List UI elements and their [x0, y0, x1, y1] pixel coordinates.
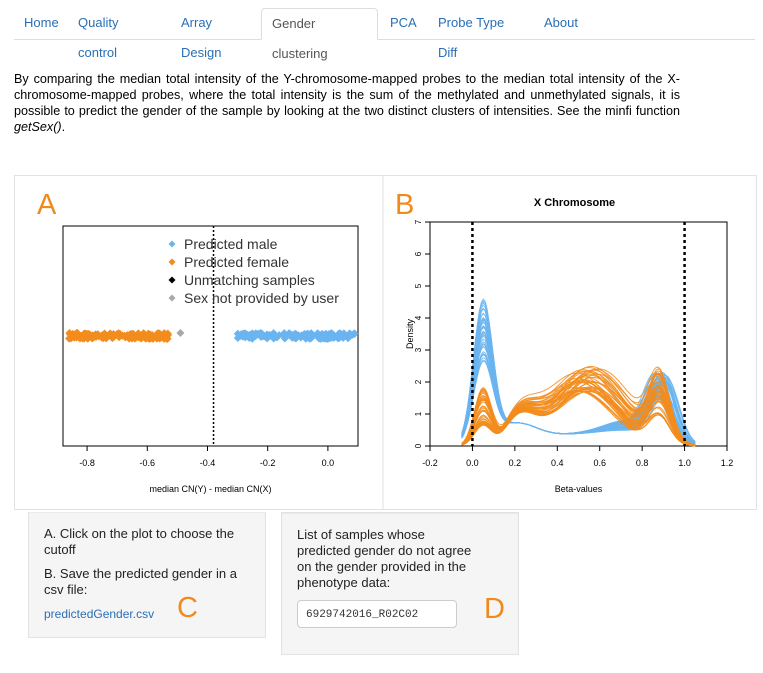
- tab-probe-type-diff[interactable]: Probe Type Diff: [438, 15, 505, 60]
- function-name: getSex(): [14, 120, 62, 134]
- tab-pca[interactable]: PCA: [390, 15, 417, 30]
- density-curve-female: [461, 369, 696, 447]
- nav-tabs: Home Quality control Array Design Gender…: [14, 8, 755, 61]
- plot-frame-a: [62, 225, 359, 447]
- data-point-a: [159, 333, 168, 342]
- data-point-a: [286, 331, 295, 340]
- data-point-a: [243, 330, 252, 339]
- plots-container: A -0.8 -0.6 -0.4 -0.2 0.0 median CN(Y) - medi…: [14, 175, 757, 510]
- density-curve-female: [461, 373, 696, 446]
- density-curve-female: [461, 390, 696, 447]
- plots-svg: A -0.8 -0.6 -0.4 -0.2 0.0 median CN(Y) - medi…: [37, 176, 733, 509]
- data-point-a: [72, 333, 81, 342]
- y-tick-label-b: 4: [414, 315, 423, 320]
- x-axis-label-a: median CN(Y) - median CN(X): [149, 484, 271, 494]
- data-point-a: [325, 334, 334, 343]
- data-point-a: [108, 331, 117, 340]
- data-point-a: [236, 332, 245, 340]
- tab-quality-control[interactable]: Quality control: [78, 15, 119, 60]
- legend-entry-a: Predicted male: [184, 236, 278, 252]
- data-point-a: [269, 329, 278, 338]
- data-point-a: [176, 329, 185, 337]
- data-point-a: [305, 331, 314, 340]
- data-point-a: [128, 333, 137, 342]
- x-tick-label-b: 0.2: [509, 458, 522, 468]
- data-point-a: [144, 329, 153, 338]
- tab-array-design[interactable]: Array Design: [181, 15, 222, 60]
- legend-marker-a: [168, 294, 176, 302]
- x-tick-label-b: 1.0: [678, 458, 691, 468]
- unmatching-sample-select[interactable]: 6929742016_R02C02: [297, 600, 457, 628]
- x-tick-label-a: -0.8: [79, 458, 95, 468]
- unmatching-text: List of samples whose predicted gender d…: [297, 527, 472, 590]
- panel-label-c: C: [177, 592, 198, 624]
- step-a-text: A. Click on the plot to choose the cutof…: [44, 526, 235, 557]
- density-curve-female: [461, 376, 696, 446]
- intro-end: .: [61, 120, 66, 134]
- legend-entry-a: Unmatching samples: [184, 272, 315, 288]
- data-point-a: [151, 332, 160, 341]
- data-point-a: [348, 330, 357, 339]
- x-tick-label-b: 1.2: [721, 458, 734, 468]
- tab-about[interactable]: About: [544, 15, 578, 30]
- y-tick-label-b: 0: [414, 443, 423, 448]
- x-tick-label-b: 0.8: [636, 458, 649, 468]
- panel-label-a: A: [37, 189, 57, 221]
- legend-entry-a: Sex not provided by user: [184, 290, 339, 306]
- scatter-plot-a[interactable]: -0.8 -0.6 -0.4 -0.2 0.0 median CN(Y) - median…: [62, 225, 359, 494]
- x-tick-label-a: -0.2: [260, 458, 276, 468]
- y-tick-label-b: 2: [414, 379, 423, 384]
- step-b-text: B. Save the predicted gender in a csv fi…: [44, 566, 237, 597]
- plot-frame-b: [429, 221, 728, 447]
- x-axis-label-b: Beta-values: [555, 484, 603, 494]
- data-point-a: [93, 330, 102, 339]
- x-tick-label-a: -0.6: [140, 458, 156, 468]
- data-point-a: [71, 330, 80, 339]
- x-tick-label-b: 0.4: [551, 458, 564, 468]
- data-point-a: [135, 333, 144, 342]
- data-point-a: [334, 332, 343, 341]
- data-point-a: [313, 329, 322, 338]
- data-point-a: [85, 330, 94, 339]
- cutoff-panel: A. Click on the plot to choose the cutof…: [28, 512, 266, 638]
- y-tick-label-b: 5: [414, 283, 423, 288]
- x-tick-label-a: -0.4: [200, 458, 216, 468]
- data-point-a: [118, 331, 127, 340]
- density-curve-male: [461, 326, 696, 443]
- intro-paragraph: By comparing the median total intensity …: [14, 71, 680, 135]
- legend-entry-a: Predicted female: [184, 254, 289, 270]
- density-curve-female: [461, 366, 696, 446]
- x-tick-label-b: 0.0: [466, 458, 479, 468]
- data-point-a: [121, 333, 130, 342]
- tab-gender-clustering[interactable]: Gender clustering: [261, 8, 378, 61]
- data-point-a: [65, 329, 74, 338]
- chart-title-b: X Chromosome: [534, 197, 615, 209]
- legend-marker-a: [168, 240, 176, 248]
- density-curve-female: [461, 368, 696, 446]
- x-tick-label-b: -0.2: [422, 458, 438, 468]
- data-point-a: [139, 329, 148, 338]
- unmatching-panel: List of samples whose predicted gender d…: [281, 512, 519, 655]
- legend-marker-a: [168, 258, 176, 266]
- x-tick-label-b: 0.6: [593, 458, 606, 468]
- download-link[interactable]: predictedGender.csv: [44, 607, 155, 621]
- y-tick-label-b: 6: [414, 251, 423, 256]
- tab-home[interactable]: Home: [24, 15, 59, 30]
- y-axis-label-b: Density: [405, 318, 415, 349]
- density-plot-b: X Chromosome -0.2 0.0 0.2 0.4 0.6 0.8 1.0 1.2 0 1 2…: [405, 197, 733, 494]
- y-tick-label-b: 1: [414, 411, 423, 416]
- density-curve-female: [461, 390, 696, 447]
- legend-marker-a: [168, 276, 176, 284]
- data-point-a: [99, 334, 108, 343]
- x-tick-label-a: 0.0: [322, 458, 335, 468]
- data-point-a: [257, 332, 266, 340]
- data-point-a: [272, 332, 281, 341]
- y-tick-label-b: 3: [414, 347, 423, 352]
- panel-label-b: B: [395, 189, 414, 221]
- y-tick-label-b: 7: [414, 219, 423, 224]
- panel-label-d: D: [484, 593, 505, 625]
- data-point-a: [251, 332, 260, 340]
- data-point-a: [316, 334, 325, 343]
- intro-text: By comparing the median total intensity …: [14, 72, 680, 118]
